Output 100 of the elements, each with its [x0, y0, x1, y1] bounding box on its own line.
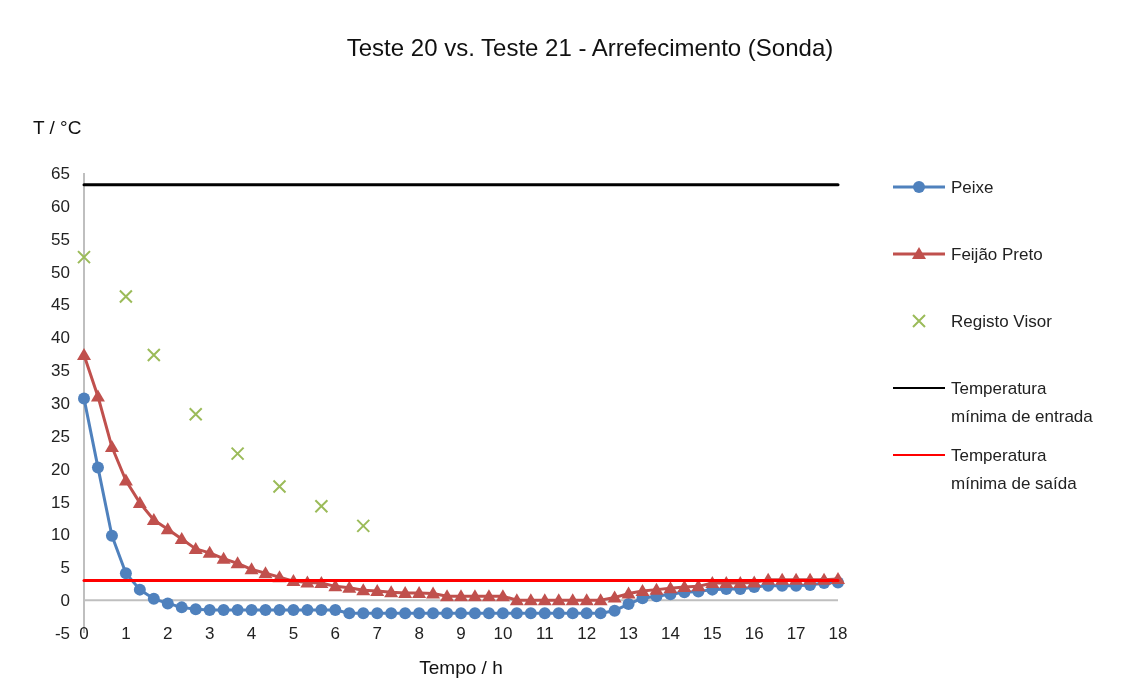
- point: [188, 407, 203, 422]
- point: [175, 601, 188, 614]
- point: [273, 604, 286, 616]
- x-tick-label: 5: [288, 624, 299, 643]
- point: [216, 551, 231, 564]
- x-tick-label: 15: [702, 624, 722, 643]
- point: [132, 495, 147, 508]
- x-tick-label: 3: [204, 624, 215, 643]
- point: [538, 607, 551, 620]
- point: [509, 593, 524, 606]
- point: [272, 479, 287, 494]
- point: [384, 585, 399, 598]
- point: [357, 607, 370, 620]
- point: [314, 499, 329, 514]
- legend-label: Feijão Preto: [951, 245, 1043, 264]
- point: [119, 567, 132, 580]
- point: [594, 607, 607, 620]
- y-tick-label: 45: [51, 295, 70, 315]
- x-tick-label: 9: [456, 624, 466, 643]
- y-tick-label: 15: [51, 492, 70, 512]
- x-tick-label: 0: [79, 624, 89, 643]
- x-tick-label: 16: [744, 624, 764, 643]
- point: [426, 586, 441, 599]
- y-tick-label: 65: [51, 164, 70, 183]
- point: [495, 589, 510, 602]
- point: [607, 590, 622, 603]
- point: [467, 589, 482, 602]
- point: [370, 583, 385, 596]
- point: [189, 603, 202, 616]
- point: [481, 589, 496, 602]
- point: [454, 589, 468, 602]
- point: [329, 604, 342, 616]
- point: [399, 607, 412, 620]
- point: [231, 604, 244, 616]
- point: [146, 348, 161, 363]
- point: [230, 446, 245, 461]
- chart-title: Teste 20 vs. Teste 21 - Arrefecimento (Sonda): [346, 34, 834, 61]
- legend-label: Temperatura mínima de saída: [951, 446, 1078, 493]
- point: [245, 604, 258, 616]
- point: [118, 289, 133, 304]
- point: [230, 556, 245, 569]
- x-tick-label: 10: [493, 624, 513, 643]
- y-axis-title: T / °C: [33, 117, 82, 138]
- x-axis-title: Tempo / h: [419, 657, 503, 678]
- point: [441, 607, 454, 620]
- y-tick-label: 40: [51, 328, 70, 348]
- point: [482, 607, 495, 620]
- point: [356, 583, 371, 596]
- point: [608, 604, 621, 617]
- point: [551, 593, 566, 606]
- x-tick-label: 8: [414, 624, 424, 643]
- point: [385, 607, 398, 620]
- point: [496, 607, 509, 620]
- x-tick-label: 13: [619, 624, 639, 643]
- point: [244, 562, 259, 575]
- point: [217, 604, 230, 616]
- point: [202, 545, 217, 558]
- point: [455, 607, 467, 620]
- point: [161, 597, 174, 610]
- point: [552, 607, 565, 620]
- point: [510, 607, 523, 620]
- point: [301, 604, 314, 616]
- point: [371, 607, 384, 620]
- y-tick-label: 25: [51, 426, 70, 446]
- legend-label: Peixe: [951, 178, 994, 197]
- point: [524, 607, 537, 620]
- x-tick-label: 12: [577, 624, 597, 643]
- point: [412, 585, 427, 598]
- point: [118, 473, 133, 486]
- point: [203, 604, 216, 616]
- point: [147, 592, 160, 605]
- point: [537, 593, 552, 606]
- point: [342, 580, 357, 593]
- point: [91, 461, 104, 474]
- x-tick-label: 6: [330, 624, 341, 643]
- y-tick-label: 5: [60, 558, 70, 578]
- x-tick-label: 1: [121, 624, 131, 643]
- x-tick-label: 4: [246, 624, 257, 643]
- point: [523, 593, 538, 606]
- point: [565, 593, 580, 606]
- x-tick-label: 18: [828, 624, 848, 643]
- point: [621, 586, 636, 599]
- y-tick-label: 20: [51, 459, 70, 479]
- point: [413, 607, 426, 620]
- point: [427, 607, 440, 620]
- y-tick-label: 10: [51, 525, 70, 545]
- point: [259, 604, 272, 616]
- y-tick-label: 30: [51, 394, 70, 413]
- legend-label: Registo Visor: [951, 312, 1053, 331]
- point: [77, 250, 91, 265]
- legend-label: Temperatura mínima de entrada: [951, 379, 1094, 426]
- point: [677, 580, 692, 592]
- y-tick-label: 0: [60, 591, 70, 611]
- y-tick-label: 60: [51, 196, 70, 216]
- point: [315, 604, 328, 616]
- x-tick-label: 11: [535, 624, 554, 643]
- y-tick-label: 50: [51, 262, 70, 282]
- point: [105, 529, 118, 542]
- point: [287, 604, 300, 616]
- x-tick-label: 17: [786, 624, 806, 643]
